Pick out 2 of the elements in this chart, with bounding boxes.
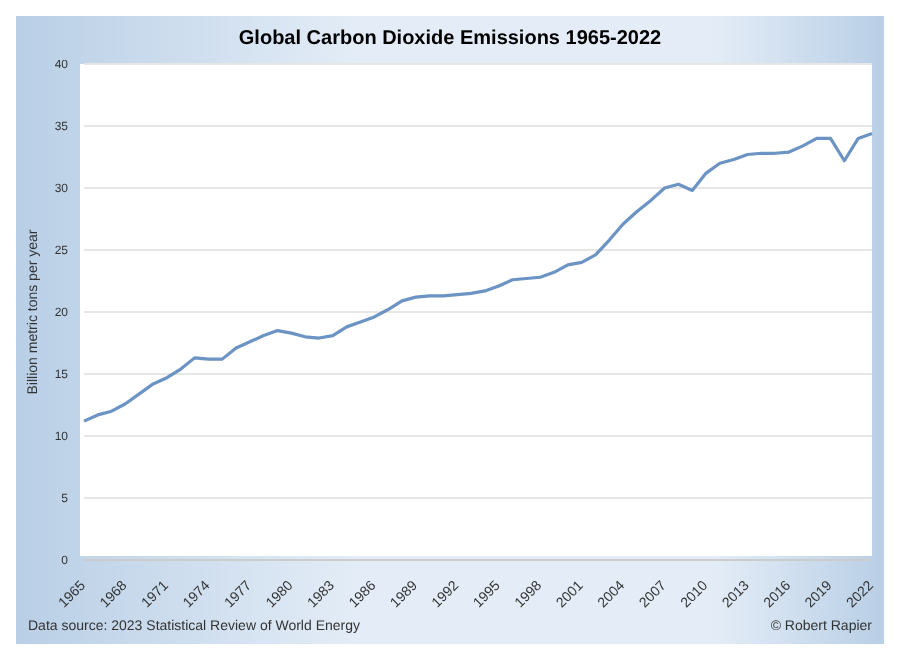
chart-title: Global Carbon Dioxide Emissions 1965-2022 — [236, 26, 664, 54]
line-series — [82, 131, 874, 423]
